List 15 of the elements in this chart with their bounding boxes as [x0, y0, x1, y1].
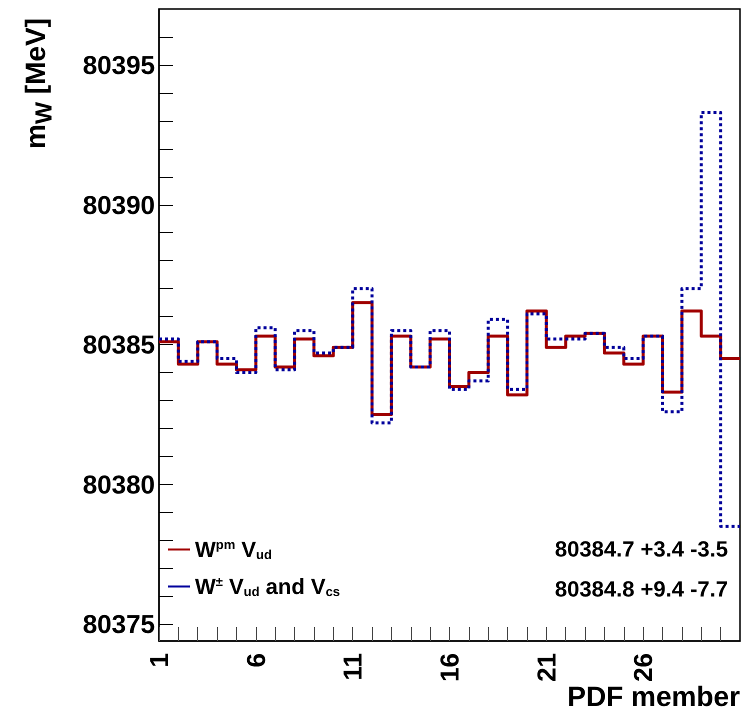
x-tick-label: 26 — [628, 653, 658, 682]
x-axis-title: PDF member — [567, 681, 740, 712]
y-tick-label: 80385 — [82, 330, 155, 360]
x-tick-label: 21 — [531, 653, 562, 682]
annotation: 80384.8 +9.4 -7.7 — [554, 576, 728, 602]
x-tick-label: 11 — [338, 653, 368, 680]
y-tick-label: 80375 — [82, 609, 155, 640]
y-tick-label: 80395 — [82, 50, 155, 80]
x-tick-label: 6 — [240, 653, 271, 668]
y-tick-label: 80380 — [82, 469, 155, 500]
annotation: 80384.7 +3.4 -3.5 — [554, 536, 728, 562]
legend-label: W± Vud and Vcs — [195, 574, 340, 599]
x-tick-label: 1 — [144, 653, 174, 668]
y-tick-label: 80390 — [82, 190, 155, 220]
x-tick-label: 16 — [434, 653, 464, 682]
